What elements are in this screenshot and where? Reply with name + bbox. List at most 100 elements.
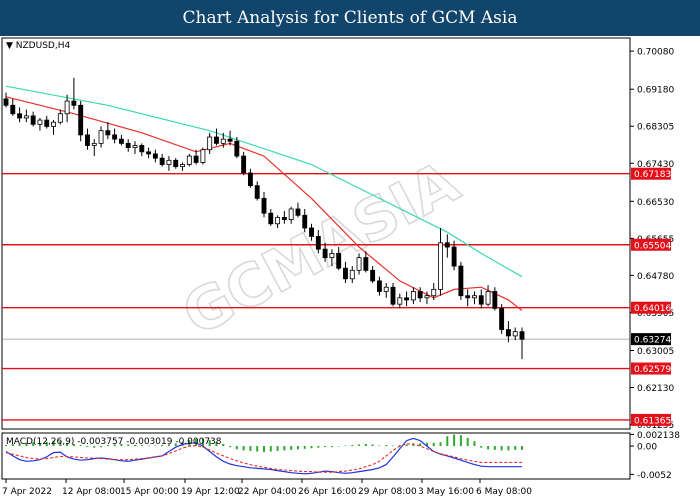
candle-body xyxy=(492,291,498,309)
candle-body xyxy=(193,155,199,163)
candle-body xyxy=(78,104,84,136)
candle-body xyxy=(478,295,484,305)
chart-area: GCMASIA 0.70080 0.69180 0.68305 0.67430 0.665… xyxy=(0,36,700,500)
candle-body xyxy=(254,185,260,199)
candle-body xyxy=(71,100,77,106)
candle-body xyxy=(118,138,124,144)
level-label-box xyxy=(631,413,671,426)
candle-body xyxy=(112,134,118,140)
candle-body xyxy=(17,113,23,119)
candle-body xyxy=(329,252,335,259)
candle-body xyxy=(512,331,518,337)
price-tick-label: 0.67430 xyxy=(637,160,674,170)
candle-body xyxy=(3,98,9,106)
level-label-box xyxy=(631,301,671,314)
current-price-label: 0.63274 xyxy=(634,336,671,346)
candle-body xyxy=(241,155,247,174)
candle-body xyxy=(57,113,63,123)
candle-body xyxy=(207,136,213,151)
candle-body xyxy=(125,142,131,148)
candle-body xyxy=(214,136,219,144)
candle-body xyxy=(397,297,403,305)
price-tick-label: 0.64780 xyxy=(637,272,674,282)
candle-body xyxy=(410,291,416,301)
macd-signal-line xyxy=(5,443,522,473)
level-label: 0.62579 xyxy=(634,365,671,375)
candle-body xyxy=(105,130,111,136)
candle-body xyxy=(98,130,104,144)
level-label: 0.65504 xyxy=(634,241,671,251)
macd-tick-label: 0.002138 xyxy=(637,431,680,441)
candle-body xyxy=(485,291,491,305)
price-tick-label: 0.61255 xyxy=(637,421,674,431)
candle-body xyxy=(91,142,97,146)
candle-body xyxy=(424,295,430,299)
level-label-box xyxy=(631,238,671,251)
x-tick-label: 7 Apr 2022 xyxy=(2,487,52,497)
x-tick-label: 15 Apr 00:00 xyxy=(120,487,179,497)
candle-body xyxy=(390,286,396,305)
candle-body xyxy=(180,164,185,168)
candle-body xyxy=(349,269,355,280)
candle-body xyxy=(85,134,90,146)
candle-body xyxy=(465,295,471,299)
candle-body xyxy=(23,115,29,119)
candle-body xyxy=(220,138,226,144)
candle-body xyxy=(315,236,321,250)
candle-body xyxy=(417,291,423,299)
x-tick-label: 6 May 08:00 xyxy=(476,487,532,497)
candle-body xyxy=(431,288,437,297)
x-tick-label: 29 Apr 08:00 xyxy=(358,487,417,497)
candle-body xyxy=(370,269,376,282)
candle-body xyxy=(275,217,281,225)
x-tick-label: 3 May 16:00 xyxy=(418,487,474,497)
candle-body xyxy=(200,149,206,163)
candle-body xyxy=(472,295,477,299)
macd-tick-label: -0.0052 xyxy=(637,471,672,481)
candle-body xyxy=(281,217,287,220)
macd-tick-label: 0.00 xyxy=(637,443,657,453)
level-label-box xyxy=(631,167,671,180)
candle-body xyxy=(51,121,56,127)
candle-body xyxy=(37,119,43,125)
level-label-box xyxy=(631,362,671,375)
price-tick-label: 0.63905 xyxy=(637,309,674,319)
header-bar: Chart Analysis for Clients of GCM Asia xyxy=(0,0,700,36)
price-tick-label: 0.69180 xyxy=(637,86,674,96)
price-tick-label: 0.70080 xyxy=(637,48,674,58)
candle-body xyxy=(173,159,179,168)
candle-body xyxy=(519,331,525,340)
candle-body xyxy=(363,257,369,271)
header-title: Chart Analysis for Clients of GCM Asia xyxy=(182,8,518,28)
candle-body xyxy=(159,157,165,165)
candle-body xyxy=(376,280,382,292)
level-label: 0.61365 xyxy=(634,416,671,426)
x-tick-label: 19 Apr 12:00 xyxy=(181,487,240,497)
candle-body xyxy=(132,145,138,148)
price-tick-label: 0.62130 xyxy=(637,384,674,394)
candle-body xyxy=(10,104,16,115)
candle-body xyxy=(261,197,267,214)
candle-body xyxy=(499,307,505,330)
price-tick-label: 0.66530 xyxy=(637,198,674,208)
price-chart[interactable]: GCMASIA0.700800.691800.683050.674300.665… xyxy=(0,36,700,500)
price-tick-label: 0.68305 xyxy=(637,123,674,133)
candle-body xyxy=(146,151,152,155)
candle-body xyxy=(247,172,253,187)
candle-body xyxy=(44,119,50,127)
price-tick-label: 0.63005 xyxy=(637,347,674,357)
x-tick-label: 12 Apr 08:00 xyxy=(62,487,121,497)
x-tick-label: 26 Apr 16:00 xyxy=(298,487,357,497)
macd-panel-frame xyxy=(1,432,631,480)
candle-body xyxy=(268,212,274,225)
candle-body xyxy=(404,297,410,301)
candle-body xyxy=(336,252,342,269)
candle-body xyxy=(343,267,348,280)
candle-body xyxy=(458,265,464,297)
candle-body xyxy=(152,153,158,159)
candle-body xyxy=(288,208,294,220)
candle-body xyxy=(438,242,443,290)
moving-average-line-1 xyxy=(5,85,523,278)
candle-body xyxy=(383,286,389,292)
candle-body xyxy=(302,214,308,229)
